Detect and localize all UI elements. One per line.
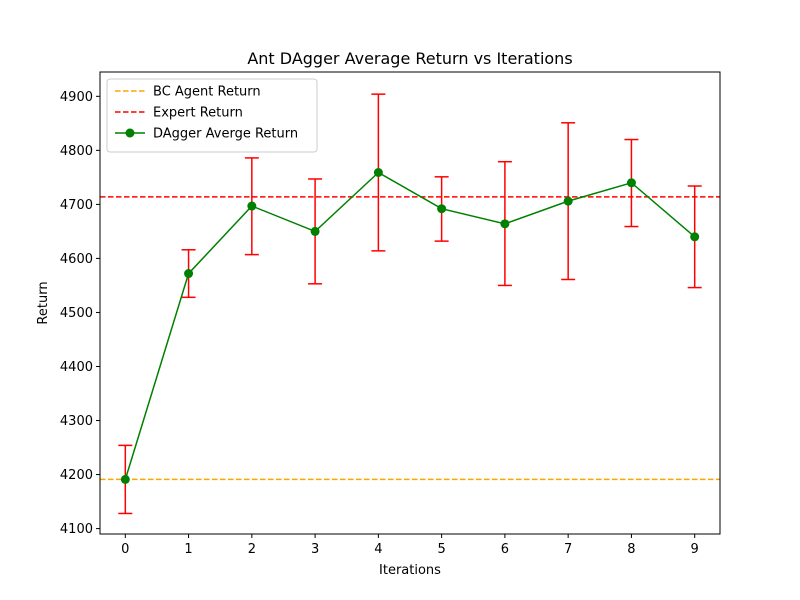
x-tick-label: 8 (627, 542, 635, 557)
legend-label: BC Agent Return (153, 85, 261, 100)
data-point (690, 232, 700, 242)
x-tick-label: 7 (564, 542, 572, 557)
y-tick-label: 4700 (60, 198, 93, 213)
data-point (373, 168, 383, 178)
data-point (310, 226, 320, 236)
y-tick-label: 4100 (60, 522, 93, 537)
y-tick-label: 4900 (60, 90, 93, 105)
chart-title: Ant DAgger Average Return vs Iterations (247, 49, 572, 68)
axes-frame (99, 71, 721, 535)
x-tick-label: 6 (501, 542, 509, 557)
y-tick-label: 4400 (60, 360, 93, 375)
x-tick-label: 4 (374, 542, 382, 557)
legend-label: Expert Return (153, 106, 243, 121)
data-point (184, 269, 194, 279)
data-point (247, 201, 257, 211)
x-tick-label: 1 (184, 542, 192, 557)
legend-marker (125, 128, 135, 138)
x-axis-label: Iterations (379, 563, 441, 578)
x-tick-label: 3 (311, 542, 319, 557)
data-point (626, 178, 636, 188)
series-line (124, 171, 696, 480)
x-tick-label: 0 (121, 542, 129, 557)
legend-box (106, 78, 318, 153)
y-tick-label: 4600 (60, 252, 93, 267)
y-tick-label: 4300 (60, 414, 93, 429)
x-tick-label: 2 (248, 542, 256, 557)
data-point (120, 474, 130, 484)
plot-area (100, 93, 720, 515)
legend-label: DAgger Averge Return (153, 127, 298, 142)
y-tick-label: 4200 (60, 468, 93, 483)
axis-ticks: 0 1 2 3 4 5 6 7 8 9 4100 4200 4300 4400 4500 4600 4700 48… (60, 90, 699, 557)
y-tick-label: 4500 (60, 306, 93, 321)
data-point (437, 204, 447, 214)
data-point (500, 219, 510, 229)
y-tick-label: 4800 (60, 144, 93, 159)
legend: BC Agent Return Expert Return DAgger Aver… (106, 78, 318, 153)
y-axis-label: Return (36, 281, 51, 324)
x-tick-label: 9 (691, 542, 699, 557)
x-tick-label: 5 (437, 542, 445, 557)
data-point (563, 196, 573, 206)
